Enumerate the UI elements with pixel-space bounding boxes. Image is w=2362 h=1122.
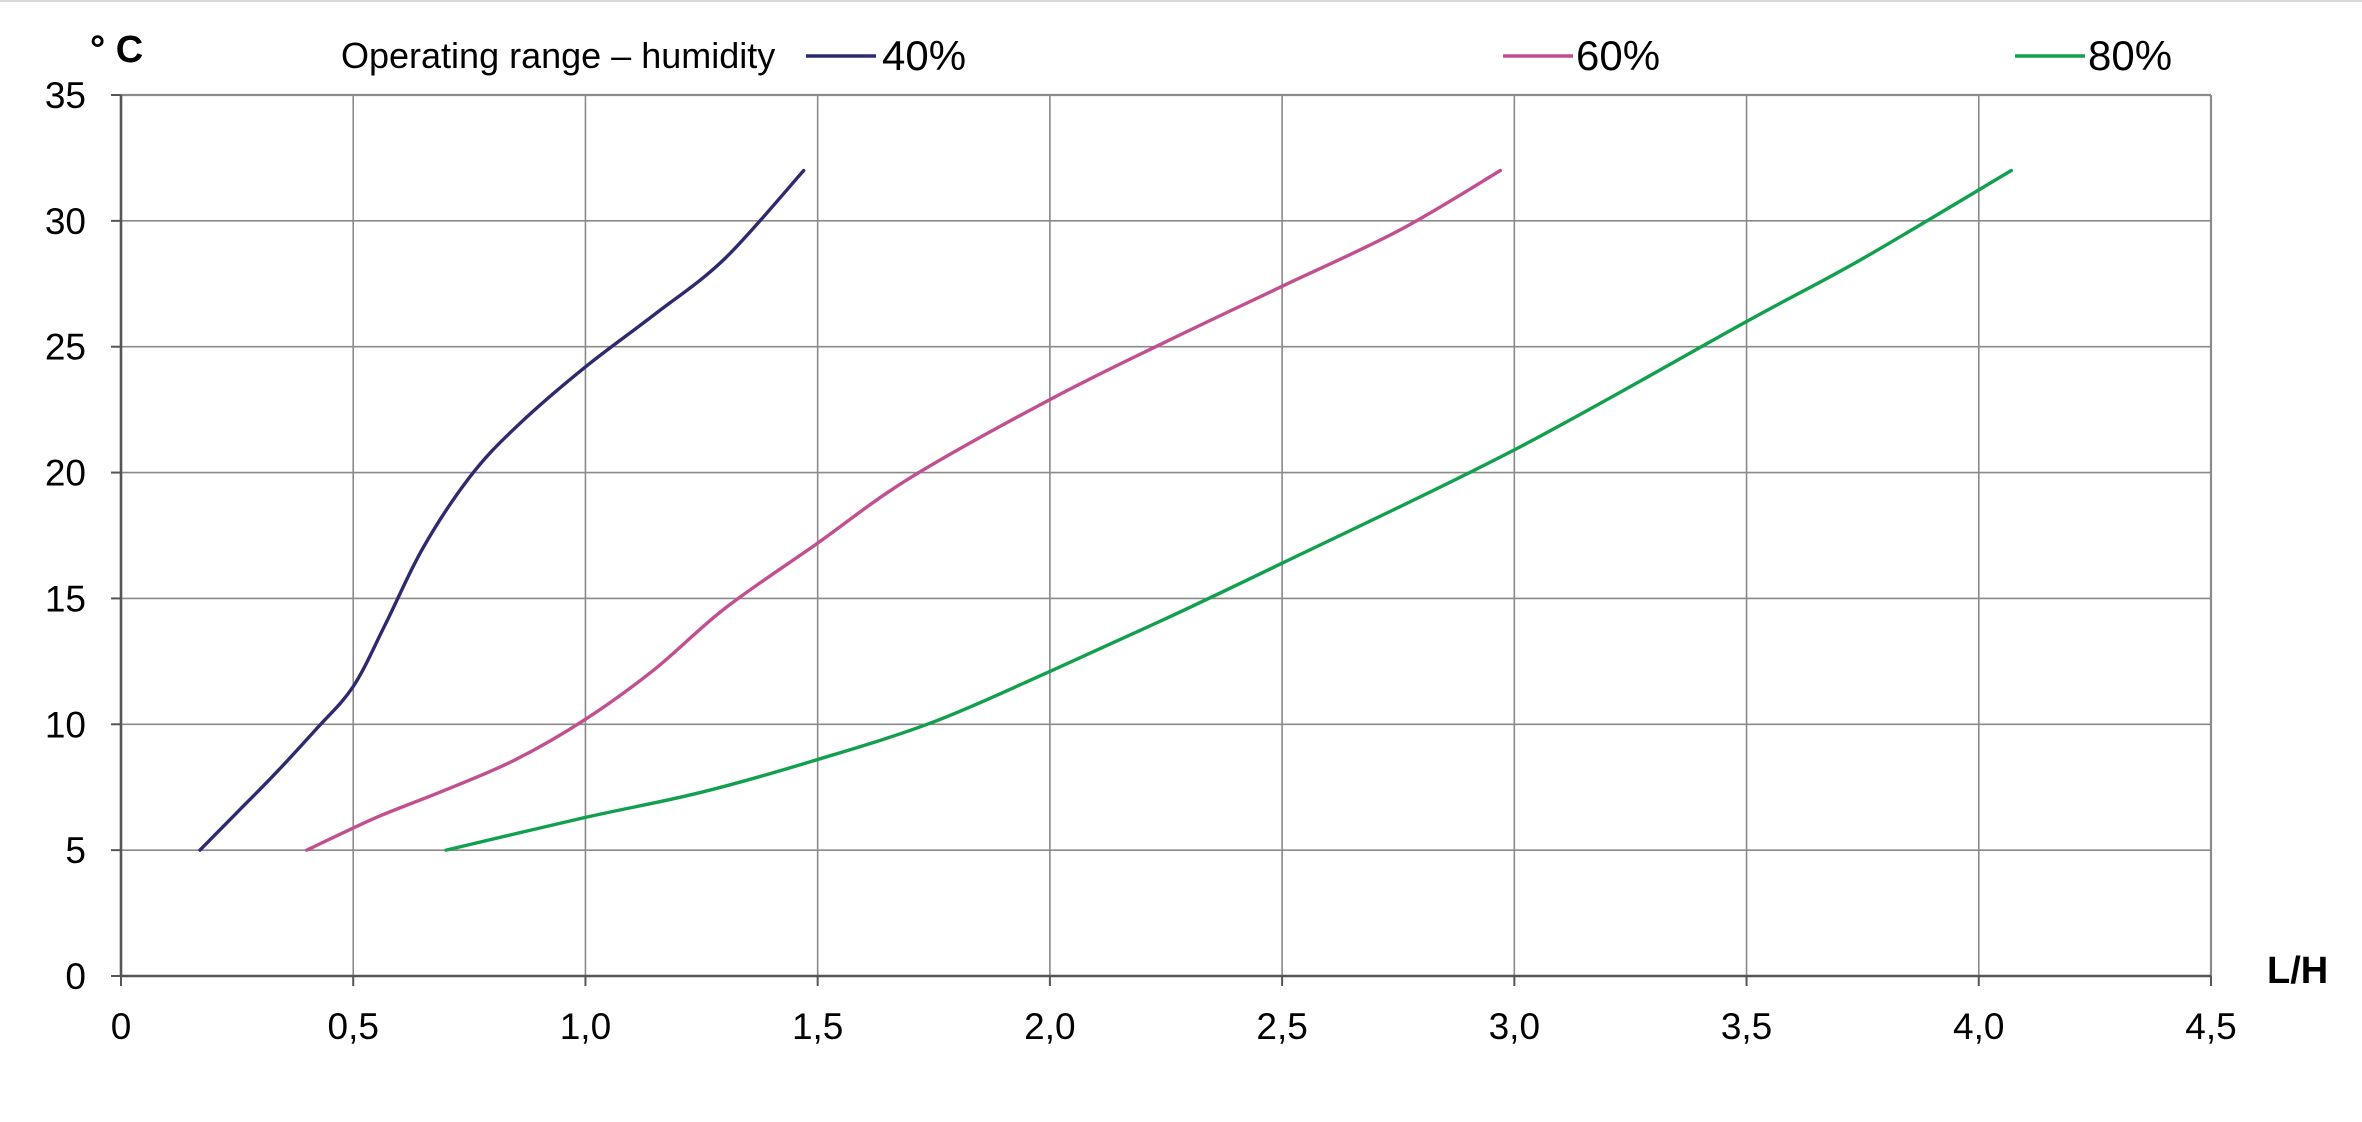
x-tick-label: 0: [111, 1006, 132, 1047]
axes: 0 0,5 1,0 1,5 2,0 2,5 3,0 3,5 4,0 4,5 0 5 10 15 20 25 30…: [45, 75, 2237, 1047]
x-tick-label: 3,0: [1489, 1006, 1540, 1047]
y-tick-label: 0: [65, 956, 86, 997]
series-lines: [198, 168, 2013, 852]
x-tick-label: 0,5: [328, 1006, 379, 1047]
series-line-80-percent: [444, 168, 2013, 852]
series-line-40-percent: [198, 168, 806, 852]
y-tick-label: 10: [45, 704, 86, 745]
x-tick-label: 4,0: [1953, 1006, 2004, 1047]
x-tick-label: 4,5: [2185, 1006, 2236, 1047]
y-tick-label: 5: [65, 830, 86, 871]
x-tick-label: 3,5: [1721, 1006, 1772, 1047]
y-tick-label: 30: [45, 201, 86, 242]
top-border: [0, 0, 2362, 2]
x-tick-label: 2,0: [1024, 1006, 1075, 1047]
x-tick-label: 1,0: [560, 1006, 611, 1047]
y-tick-label: 25: [45, 327, 86, 368]
legend-label: 40%: [882, 32, 966, 79]
grid: [121, 95, 2211, 976]
y-tick-label: 35: [45, 75, 86, 116]
series-line-60-percent: [305, 168, 1503, 852]
x-tick-label: 1,5: [792, 1006, 843, 1047]
legend-label: 80%: [2088, 32, 2172, 79]
legend: Operating range – humidity 40% 60% 80%: [341, 32, 2172, 79]
x-tick-label: 2,5: [1256, 1006, 1307, 1047]
y-axis-unit: ° C: [90, 29, 143, 71]
legend-label: 60%: [1576, 32, 1660, 79]
y-tick-label: 15: [45, 578, 86, 619]
x-axis-unit: L/H: [2267, 950, 2328, 992]
legend-title: Operating range – humidity: [341, 35, 775, 76]
y-tick-label: 20: [45, 453, 86, 494]
